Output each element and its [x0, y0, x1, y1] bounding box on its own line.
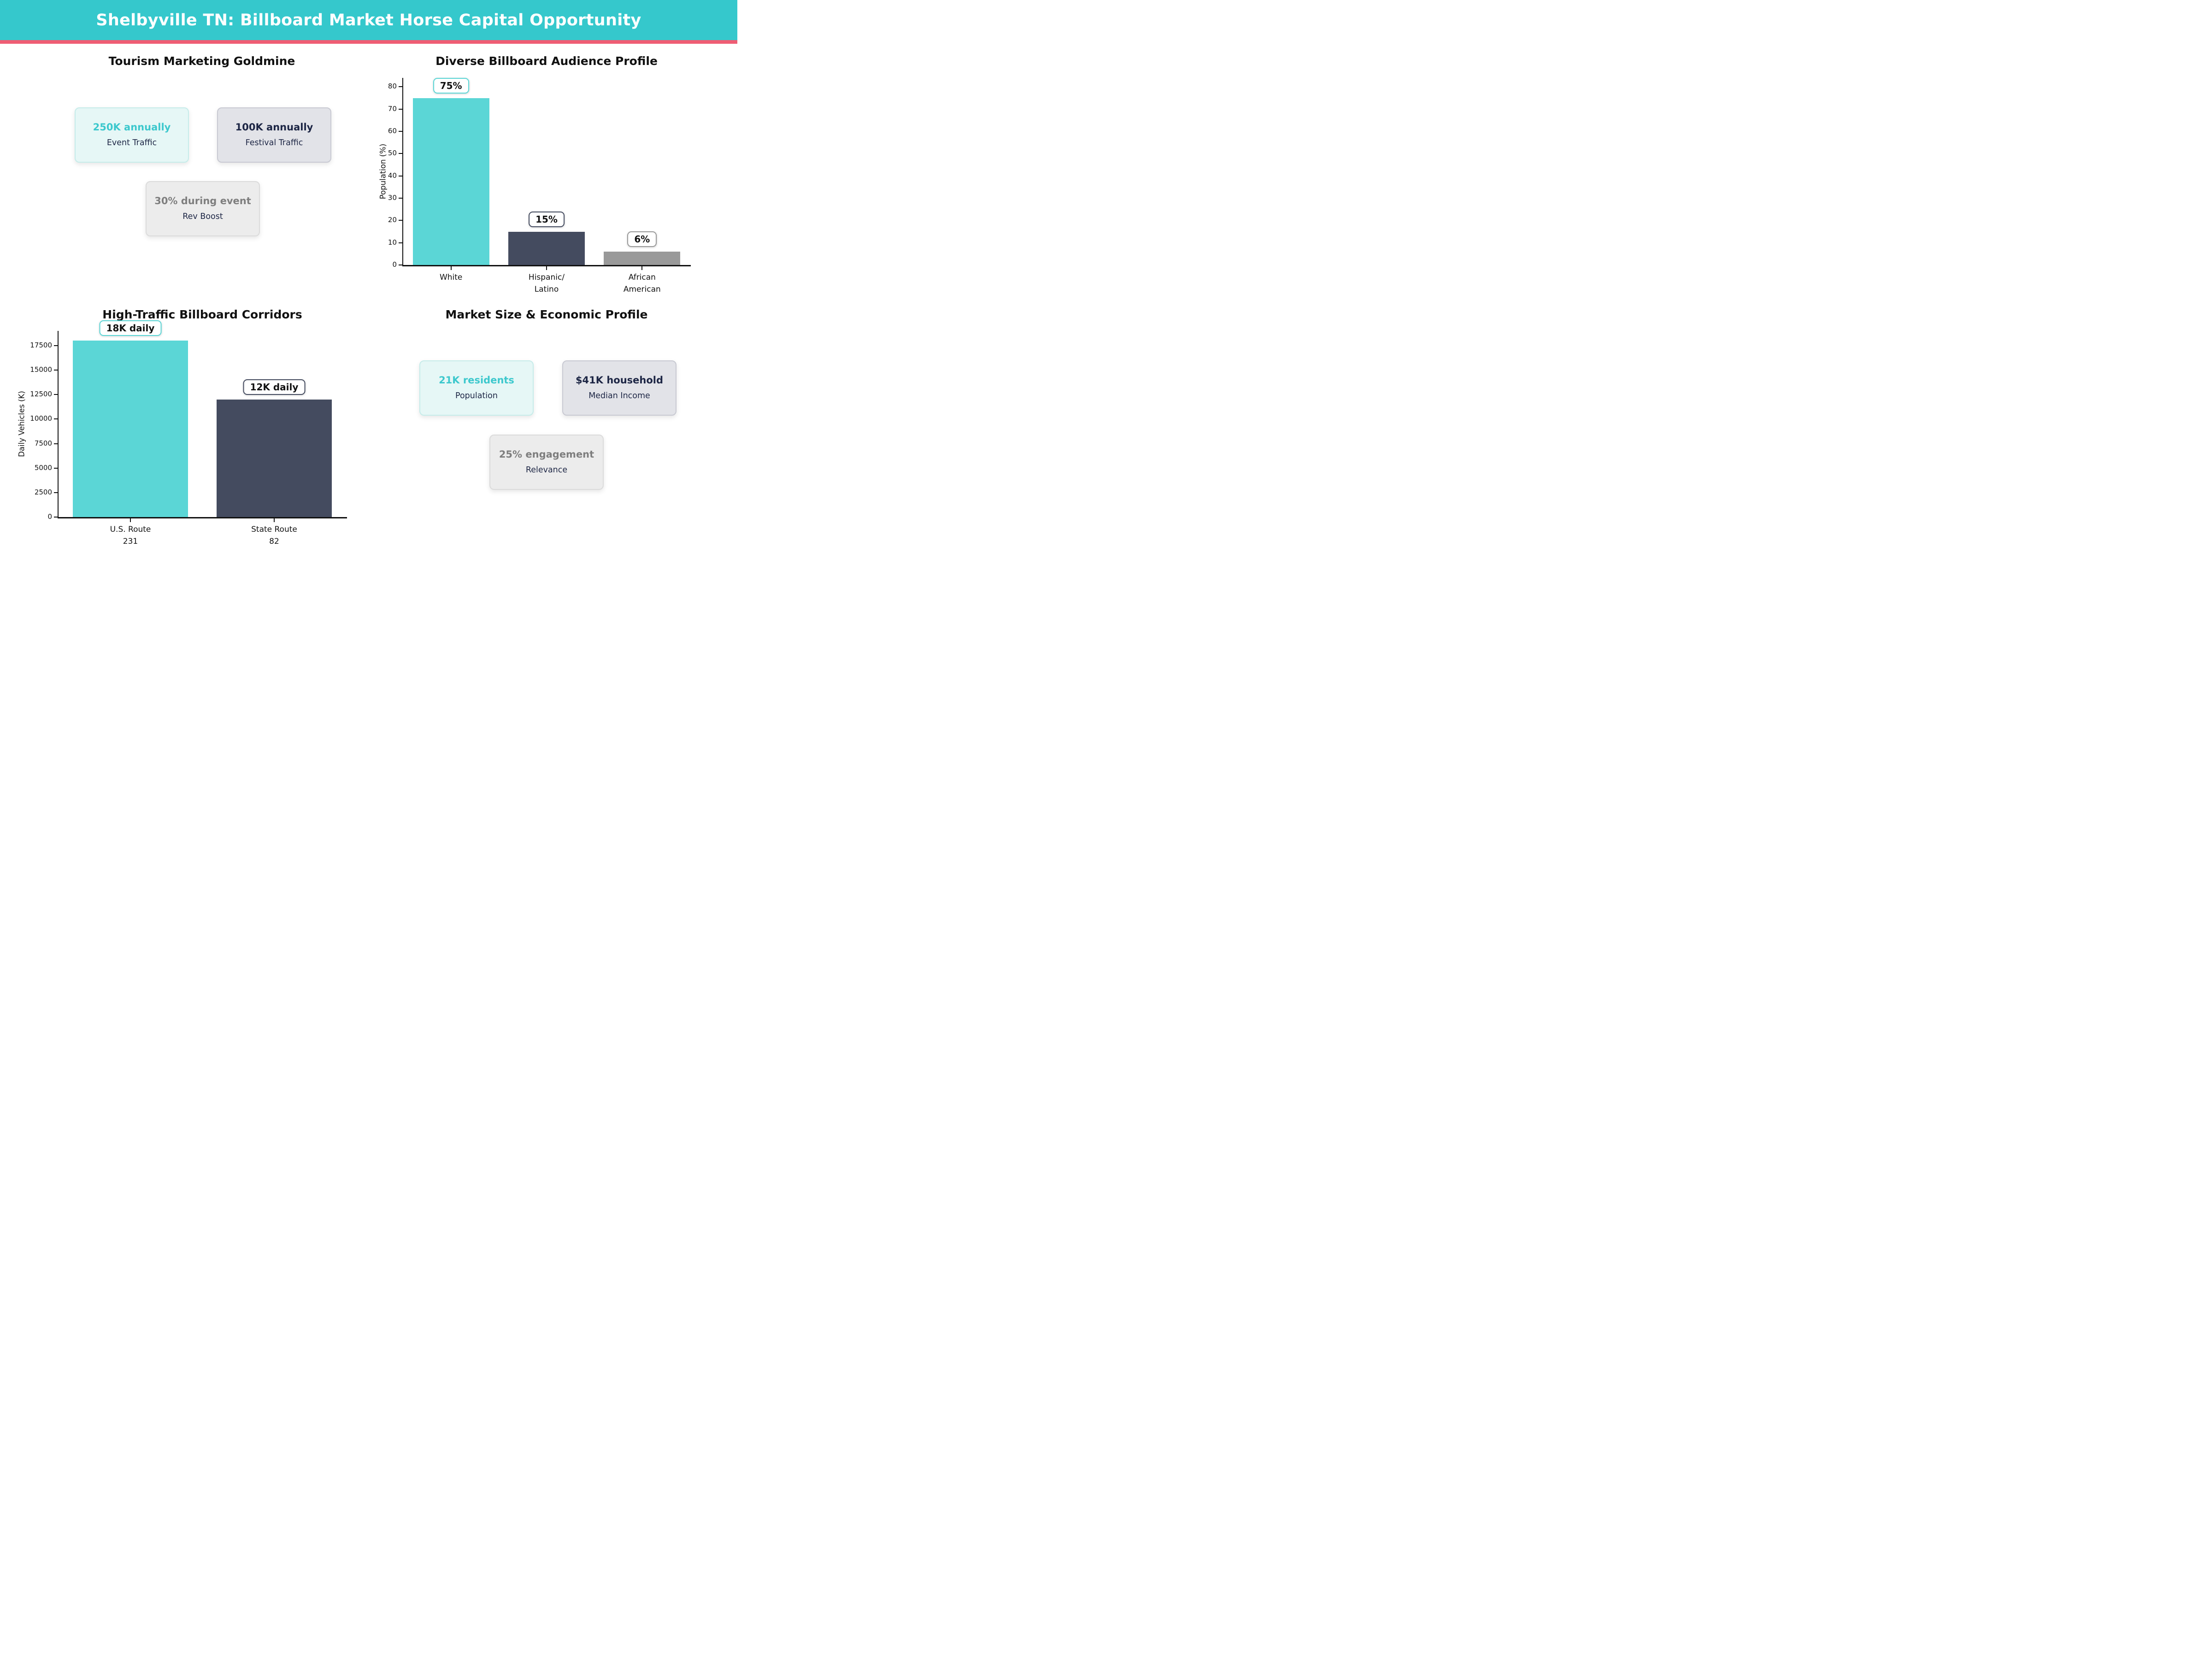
- y-tick: [399, 220, 402, 221]
- chart-bar: [604, 252, 681, 265]
- y-tick-label: 70: [388, 104, 397, 113]
- y-tick-label: 17500: [30, 341, 52, 349]
- x-tick: [274, 518, 275, 522]
- y-tick: [54, 517, 58, 518]
- y-axis-spine: [58, 331, 59, 517]
- stat-label: Festival Traffic: [245, 138, 303, 148]
- bar-value-label: 12K daily: [243, 379, 306, 395]
- category-label: U.S. Route 231: [80, 524, 181, 547]
- stat-value: 25% engagement: [499, 449, 594, 460]
- audience-bar-chart: Population (%) 0 10 20 30 40 50 60 70 80 White 75%…: [379, 77, 691, 294]
- stat-value: 30% during event: [154, 195, 251, 207]
- x-tick: [130, 518, 131, 522]
- y-tick-label: 0: [47, 512, 52, 521]
- y-tick-label: 30: [388, 194, 397, 202]
- y-tick: [54, 345, 58, 346]
- y-tick-label: 10000: [30, 414, 52, 423]
- bar-value-label: 6%: [627, 231, 657, 247]
- panel-tourism-title: Tourism Marketing Goldmine: [108, 54, 295, 68]
- y-tick-label: 10: [388, 238, 397, 247]
- category-label: White: [400, 272, 502, 284]
- x-tick: [450, 266, 452, 270]
- category-label-line: Hispanic/: [528, 273, 565, 282]
- y-tick-label: 2500: [34, 488, 52, 496]
- category-label-line: American: [623, 284, 661, 294]
- category-label-line: State Route: [251, 525, 297, 534]
- y-tick: [399, 108, 402, 110]
- x-axis-spine: [58, 517, 347, 518]
- y-tick-label: 60: [388, 127, 397, 135]
- y-axis-spine: [402, 78, 403, 265]
- chart-bar: [412, 98, 489, 265]
- stat-value: 100K annually: [235, 122, 313, 133]
- bar-value-label: 18K daily: [99, 320, 162, 336]
- y-tick-label: 12500: [30, 390, 52, 399]
- stat-card-event-traffic: 250K annually Event Traffic: [75, 107, 189, 163]
- y-tick-label: 40: [388, 171, 397, 180]
- page-title: Shelbyville TN: Billboard Market Horse C…: [96, 11, 641, 29]
- y-tick: [399, 153, 402, 154]
- y-tick: [54, 394, 58, 395]
- x-axis-spine: [402, 265, 691, 266]
- category-label: African American: [591, 272, 693, 295]
- category-label: State Route 82: [224, 524, 325, 547]
- stat-value: $41K household: [575, 375, 664, 386]
- stat-value: 21K residents: [439, 375, 514, 386]
- corridors-y-axis-title: Daily Vehicles (K): [17, 391, 26, 457]
- y-tick: [399, 86, 402, 88]
- infographic-page: Shelbyville TN: Billboard Market Horse C…: [0, 0, 737, 553]
- y-tick-label: 7500: [34, 439, 52, 447]
- y-tick-label: 0: [392, 260, 397, 269]
- y-tick: [54, 418, 58, 420]
- bar-value-label: 75%: [433, 77, 469, 94]
- y-tick: [54, 467, 58, 469]
- y-tick: [399, 131, 402, 132]
- x-tick: [641, 266, 643, 270]
- stat-label: Population: [455, 391, 498, 401]
- y-tick-label: 20: [388, 216, 397, 224]
- y-tick: [54, 370, 58, 371]
- stat-card-rev-boost: 30% during event Rev Boost: [146, 181, 260, 236]
- category-label-line: White: [439, 273, 463, 282]
- header: Shelbyville TN: Billboard Market Horse C…: [0, 0, 737, 44]
- y-tick: [399, 242, 402, 243]
- category-label-line: 82: [269, 536, 279, 546]
- stat-label: Median Income: [588, 391, 650, 401]
- bar-value-label: 15%: [529, 211, 565, 227]
- y-tick-label: 15000: [30, 365, 52, 374]
- y-tick: [399, 198, 402, 199]
- y-tick-label: 80: [388, 82, 397, 91]
- panel-audience-title: Diverse Billboard Audience Profile: [435, 54, 658, 68]
- chart-bar: [508, 231, 585, 265]
- category-label-line: U.S. Route: [110, 525, 151, 534]
- chart-bar: [217, 399, 332, 517]
- y-tick-label: 5000: [34, 463, 52, 472]
- category-label-line: 231: [123, 536, 138, 546]
- stat-card-median-income: $41K household Median Income: [562, 360, 677, 416]
- y-tick-label: 50: [388, 149, 397, 158]
- chart-bar: [73, 341, 188, 517]
- panel-market-title: Market Size & Economic Profile: [445, 308, 648, 321]
- stat-label: Event Traffic: [106, 138, 157, 148]
- stat-label: Rev Boost: [182, 212, 223, 222]
- stat-card-population: 21K residents Population: [419, 360, 534, 416]
- category-label-line: African: [628, 273, 656, 282]
- stat-value: 250K annually: [93, 122, 171, 133]
- panel-corridors-title: High-Traffic Billboard Corridors: [102, 308, 302, 321]
- stat-card-relevance: 25% engagement Relevance: [489, 435, 604, 490]
- stat-card-festival-traffic: 100K annually Festival Traffic: [217, 107, 331, 163]
- stat-label: Relevance: [525, 465, 568, 475]
- category-label-line: Latino: [534, 284, 559, 294]
- y-tick: [54, 492, 58, 493]
- category-label: Hispanic/Latino: [496, 272, 597, 295]
- corridors-bar-chart: Daily Vehicles (K) 0 2500 5000 7500 10000 125…: [18, 320, 347, 546]
- y-tick: [54, 443, 58, 444]
- x-tick: [546, 266, 547, 270]
